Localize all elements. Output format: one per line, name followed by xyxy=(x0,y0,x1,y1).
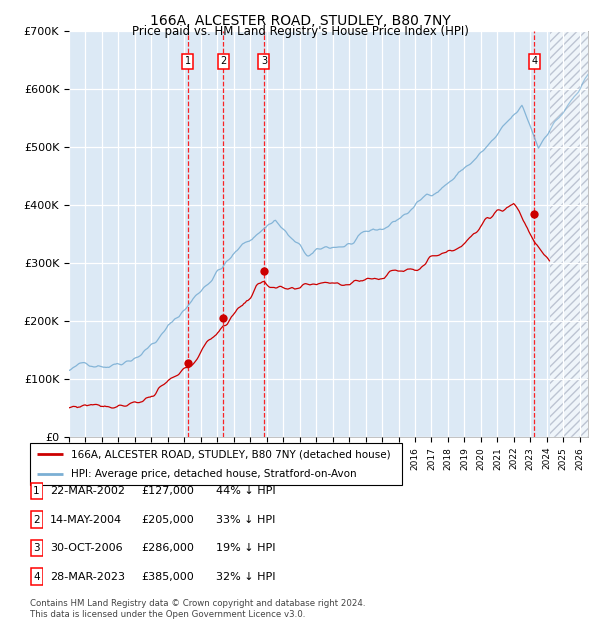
Bar xyxy=(550,31,588,437)
Text: Contains HM Land Registry data © Crown copyright and database right 2024.
This d: Contains HM Land Registry data © Crown c… xyxy=(30,600,365,619)
Text: 2: 2 xyxy=(220,56,227,66)
Text: 4: 4 xyxy=(531,56,538,66)
Text: 33% ↓ HPI: 33% ↓ HPI xyxy=(216,515,275,525)
FancyBboxPatch shape xyxy=(31,482,43,500)
Text: 32% ↓ HPI: 32% ↓ HPI xyxy=(216,572,275,582)
Text: 30-OCT-2006: 30-OCT-2006 xyxy=(50,543,122,553)
Text: £385,000: £385,000 xyxy=(141,572,194,582)
Text: 44% ↓ HPI: 44% ↓ HPI xyxy=(216,486,275,496)
Text: £127,000: £127,000 xyxy=(141,486,194,496)
Text: 4: 4 xyxy=(33,572,40,582)
Text: 14-MAY-2004: 14-MAY-2004 xyxy=(50,515,122,525)
Text: 2: 2 xyxy=(33,515,40,525)
Text: 3: 3 xyxy=(261,56,267,66)
Text: Price paid vs. HM Land Registry's House Price Index (HPI): Price paid vs. HM Land Registry's House … xyxy=(131,25,469,38)
FancyBboxPatch shape xyxy=(30,443,402,485)
FancyBboxPatch shape xyxy=(31,568,43,585)
Bar xyxy=(550,31,588,437)
FancyBboxPatch shape xyxy=(31,511,43,528)
Text: 22-MAR-2002: 22-MAR-2002 xyxy=(50,486,125,496)
Text: £286,000: £286,000 xyxy=(141,543,194,553)
Text: HPI: Average price, detached house, Stratford-on-Avon: HPI: Average price, detached house, Stra… xyxy=(71,469,356,479)
Text: 1: 1 xyxy=(33,486,40,496)
FancyBboxPatch shape xyxy=(31,539,43,557)
Text: 28-MAR-2023: 28-MAR-2023 xyxy=(50,572,125,582)
Text: £205,000: £205,000 xyxy=(141,515,194,525)
Text: 1: 1 xyxy=(185,56,191,66)
Text: 166A, ALCESTER ROAD, STUDLEY, B80 7NY: 166A, ALCESTER ROAD, STUDLEY, B80 7NY xyxy=(149,14,451,28)
Text: 19% ↓ HPI: 19% ↓ HPI xyxy=(216,543,275,553)
Text: 3: 3 xyxy=(33,543,40,553)
Text: 166A, ALCESTER ROAD, STUDLEY, B80 7NY (detached house): 166A, ALCESTER ROAD, STUDLEY, B80 7NY (d… xyxy=(71,450,391,459)
